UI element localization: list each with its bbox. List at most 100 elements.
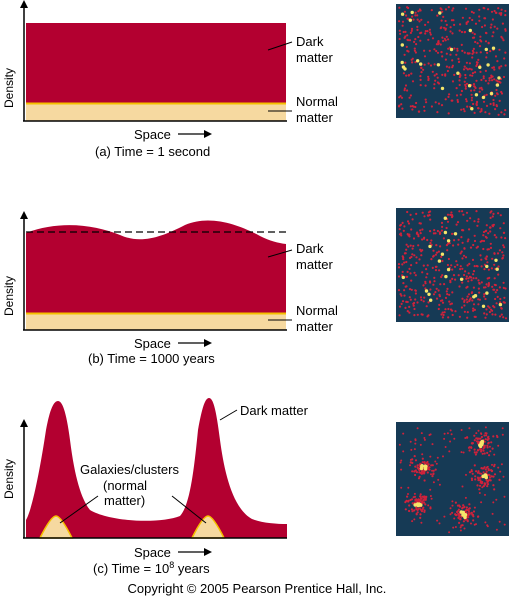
dark-matter-particle bbox=[477, 477, 480, 480]
dark-matter-particle bbox=[449, 30, 452, 33]
dark-matter-particle bbox=[449, 308, 453, 311]
dark-matter-particle bbox=[423, 438, 426, 441]
dark-matter-particle bbox=[453, 73, 456, 76]
dark-matter-particle bbox=[442, 237, 445, 240]
dark-matter-particle bbox=[463, 527, 466, 530]
dark-matter-particle bbox=[423, 296, 426, 299]
dark-matter-particle bbox=[440, 221, 444, 224]
copyright-notice: Copyright © 2005 Pearson Prentice Hall, … bbox=[128, 581, 387, 596]
dark-matter-particle bbox=[416, 14, 419, 17]
dark-matter-particle bbox=[451, 313, 454, 317]
dark-matter-particle bbox=[451, 504, 454, 507]
dark-matter-particle bbox=[474, 315, 477, 318]
panel-b: Density Dark matter Normal matter Space … bbox=[2, 208, 509, 366]
dark-matter-particle bbox=[491, 463, 493, 466]
dark-matter-particle bbox=[471, 258, 475, 261]
dark-matter-particle bbox=[484, 493, 486, 496]
dark-matter-particle bbox=[422, 300, 425, 303]
dark-matter-particle bbox=[497, 466, 500, 469]
dark-matter-particle bbox=[502, 316, 505, 319]
dark-matter-particle bbox=[504, 28, 507, 31]
dark-matter-particle bbox=[482, 471, 485, 474]
dark-matter-particle bbox=[411, 253, 414, 256]
dark-matter-particle bbox=[429, 230, 432, 233]
dark-matter-particle bbox=[397, 275, 401, 278]
dark-matter-particle bbox=[448, 531, 451, 534]
dark-matter-particle bbox=[412, 244, 415, 248]
dark-matter-particle bbox=[471, 31, 474, 34]
dark-matter-particle bbox=[478, 488, 481, 491]
dark-matter-particle bbox=[503, 523, 506, 526]
dark-matter-particle bbox=[486, 480, 490, 483]
dark-matter-particle bbox=[473, 33, 476, 36]
dark-matter-particle bbox=[494, 297, 497, 301]
dark-matter-particle bbox=[490, 470, 493, 473]
dark-matter-particle bbox=[426, 471, 429, 474]
dark-matter-particle bbox=[421, 313, 424, 316]
dark-matter-particle bbox=[484, 316, 487, 319]
dark-matter-particle bbox=[472, 273, 475, 276]
dark-matter-particle bbox=[402, 229, 405, 232]
dark-matter-particle bbox=[466, 520, 469, 523]
dark-matter-particle bbox=[479, 484, 482, 487]
y-axis-label: Density bbox=[2, 68, 16, 108]
dark-matter-particle bbox=[423, 55, 427, 58]
dark-matter-particle bbox=[449, 213, 452, 216]
dark-matter-particle bbox=[490, 308, 493, 311]
galaxy-particle bbox=[497, 76, 501, 80]
dark-matter-particle bbox=[402, 282, 405, 285]
dark-matter-particle bbox=[468, 503, 471, 506]
galaxy-particle bbox=[489, 91, 494, 96]
dark-matter-particle bbox=[463, 80, 466, 83]
galaxy-bump-left bbox=[38, 515, 74, 539]
dark-matter-particle bbox=[464, 73, 467, 77]
dark-matter-particle bbox=[482, 449, 485, 452]
dark-matter-particle bbox=[462, 451, 465, 454]
dark-matter-particle bbox=[501, 37, 504, 40]
dark-matter-particle bbox=[407, 74, 410, 77]
dark-matter-particle bbox=[449, 26, 452, 29]
dark-matter-particle bbox=[399, 232, 402, 235]
dark-matter-particle bbox=[407, 245, 410, 248]
dark-matter-particle bbox=[464, 496, 467, 499]
dark-matter-particle bbox=[489, 216, 492, 219]
dark-matter-particle bbox=[436, 81, 439, 84]
dark-matter-particle bbox=[413, 271, 416, 274]
dark-matter-particle bbox=[477, 107, 480, 110]
dark-matter-particle bbox=[504, 14, 507, 17]
dark-matter-particle bbox=[487, 441, 490, 444]
dark-matter-particle bbox=[419, 495, 422, 498]
galaxy-particle bbox=[408, 18, 412, 22]
dark-matter-particle bbox=[420, 298, 423, 302]
dark-matter-particle bbox=[452, 244, 455, 247]
dark-matter-particle bbox=[440, 313, 443, 316]
dark-matter-particle bbox=[409, 244, 412, 247]
dark-matter-particle bbox=[475, 432, 478, 435]
dark-matter-particle bbox=[433, 48, 436, 51]
dark-matter-particle bbox=[466, 219, 469, 222]
dark-matter-particle bbox=[493, 78, 496, 81]
dark-matter-particle bbox=[411, 510, 414, 513]
dark-matter-particle bbox=[438, 293, 441, 296]
galaxy-particle bbox=[484, 47, 488, 52]
dark-matter-particle bbox=[495, 92, 499, 95]
dark-matter-particle bbox=[477, 437, 481, 440]
dark-matter-particle bbox=[475, 437, 478, 440]
dark-matter-particle bbox=[495, 88, 498, 92]
dark-matter-particle bbox=[491, 79, 494, 82]
dark-matter-particle bbox=[473, 451, 476, 454]
dark-matter-particle bbox=[439, 245, 442, 248]
dark-matter-particle bbox=[465, 82, 469, 85]
dark-matter-particle bbox=[469, 105, 472, 108]
dark-matter-particle bbox=[444, 28, 447, 31]
dark-matter-particle bbox=[495, 302, 498, 305]
dark-matter-particle bbox=[458, 521, 461, 525]
dark-matter-particle bbox=[480, 450, 483, 453]
dark-matter-particle bbox=[442, 455, 444, 458]
dark-matter-particle bbox=[487, 232, 490, 235]
dark-matter-particle bbox=[414, 274, 417, 277]
galaxy-particle bbox=[419, 62, 423, 66]
dark-matter-particle bbox=[493, 453, 496, 456]
dark-matter-particle bbox=[452, 526, 455, 529]
dark-matter-particle bbox=[445, 244, 448, 247]
